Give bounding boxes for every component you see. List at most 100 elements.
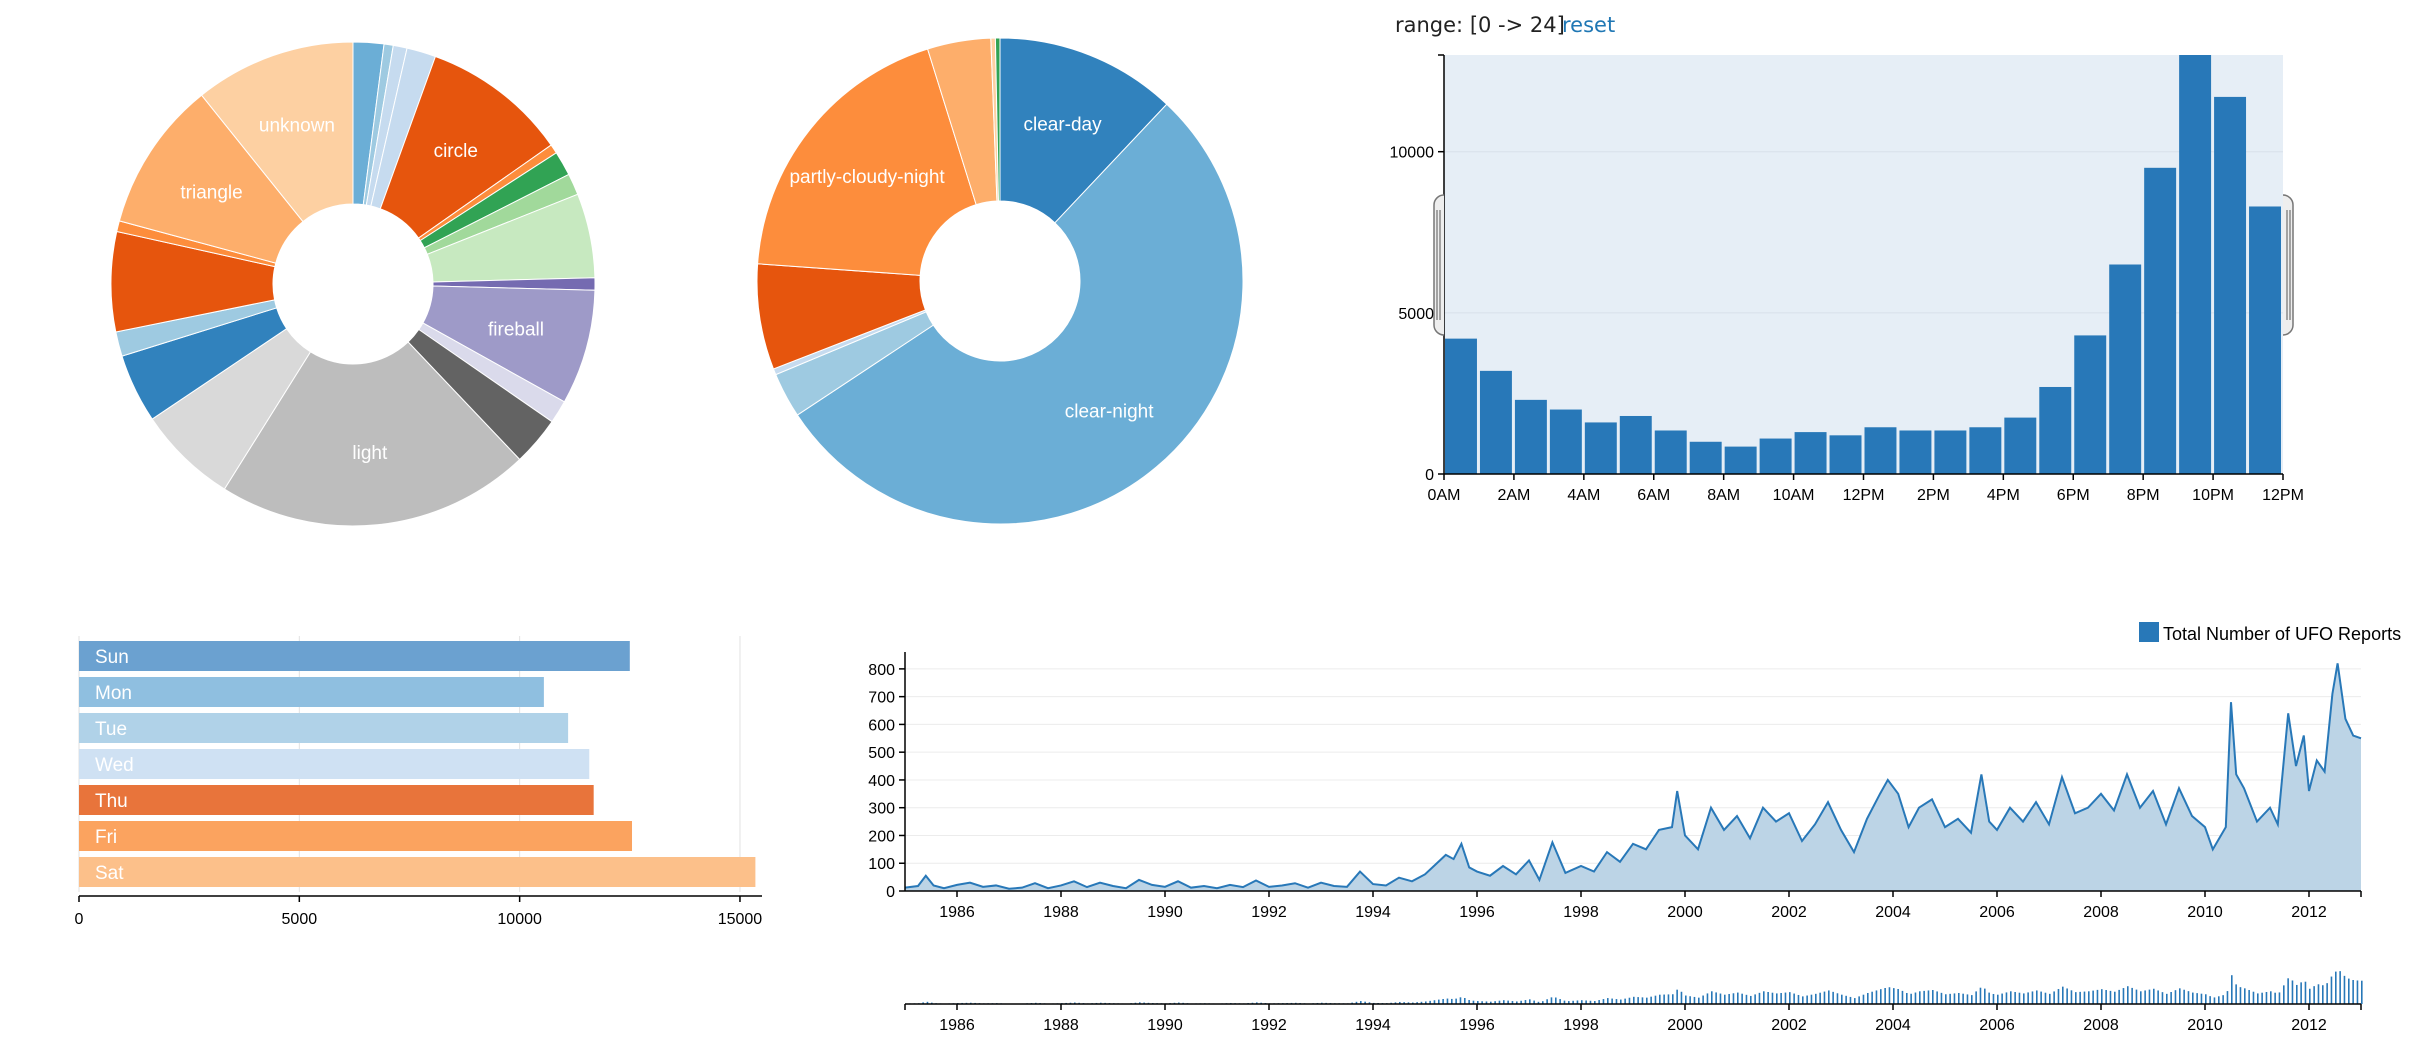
hist-bar[interactable] [1899,430,1932,474]
hist-bar[interactable] [2004,417,2037,474]
nav-bar [1958,992,1960,1004]
nav-bar [2066,988,2068,1004]
weather-pie-chart[interactable]: clear-day clear-night partly-cloudy-night [756,37,1244,525]
hist-bar[interactable] [2179,55,2212,474]
nav-bar [2031,991,2034,1004]
nav-bar [2283,985,2285,1004]
nav-bar [1715,992,1717,1004]
nav-bar [2157,990,2159,1004]
hist-bar[interactable] [1549,409,1582,474]
row-bar-sat[interactable] [79,857,756,887]
row-bar-thu[interactable] [79,785,594,815]
hist-x-tick-label: 10PM [2192,487,2234,504]
hist-bar[interactable] [1445,338,1477,474]
hist-bar[interactable] [2109,264,2142,475]
nav-bar [1433,1000,1436,1004]
nav-bar [1732,993,1735,1004]
hist-bar[interactable] [2214,96,2247,475]
pie-slice-clear-day[interactable] [999,37,1168,224]
weekday-row-chart[interactable]: Sun Mon Tue Wed Thu Fri Sat 0 5000 10000 15000 [75,636,763,928]
hist-bar[interactable] [1689,441,1722,474]
nav-bar [1936,991,1938,1004]
nav-bar [926,1001,929,1004]
timeline-x-tick-label: 2012 [2291,904,2327,921]
hist-bar[interactable] [1584,422,1617,474]
nav-bar [2235,984,2237,1004]
legend-label: Total Number of UFO Reports [2163,624,2401,644]
hist-bar[interactable] [1759,438,1792,474]
hist-bar[interactable] [2249,206,2281,474]
nav-bar [1906,992,1908,1004]
row-bar-wed[interactable] [79,749,590,779]
nav-bar [1893,988,1895,1004]
nav-bar [2274,992,2276,1004]
hist-bar[interactable] [1969,427,2002,474]
nav-bar [2300,982,2302,1004]
nav-bar [2027,992,2029,1004]
shape-pie-chart[interactable]: circle fireball light triangle unknown [110,41,596,527]
brush-handle-path[interactable] [1433,194,1445,336]
brush-handle-right[interactable] [2282,194,2294,336]
nav-bar [2213,997,2216,1004]
pie-slice-8[interactable] [994,37,1001,202]
hist-bar[interactable] [1724,446,1757,474]
nav-bar [1884,988,1886,1004]
nav-bar [1789,992,1791,1004]
timeline-y-tick-label: 100 [868,856,895,873]
timeline-y-tick-label: 800 [868,662,895,679]
nav-bar [2092,990,2094,1004]
hist-bar[interactable] [1934,430,1967,474]
row-bar-tue[interactable] [79,713,569,743]
hist-bar[interactable] [1829,435,1862,474]
histogram-brush-extent[interactable] [1444,55,2283,474]
nav-bar [1481,1001,1483,1004]
row-bar-fri[interactable] [79,821,633,851]
nav-bar [1542,1001,1544,1004]
nav-bar [1888,987,1891,1004]
pie-slice-partly-cloudy-night[interactable] [757,48,977,276]
nav-bar [1403,1002,1405,1004]
nav-bar [2144,990,2146,1004]
hist-bar[interactable] [1794,432,1827,474]
nav-x-tick-label: 1994 [1355,1017,1391,1034]
nav-bar [1776,993,1778,1004]
nav-bar [2075,992,2077,1004]
pie-slice-circle[interactable] [379,55,552,239]
hist-bar[interactable] [1619,415,1652,474]
nav-bar [2161,992,2164,1004]
nav-bar [2252,991,2255,1004]
pie-slice-triangle[interactable] [118,94,304,264]
pie-label-unknown: unknown [259,116,335,137]
nav-bar [1910,993,1912,1004]
nav-bar [1520,1000,1522,1004]
nav-bar [1533,1000,1535,1004]
timeline-navigator[interactable]: 1986 1988 1990 1992 1994 1996 1998 2000 2002 2004… [904,971,2363,1034]
hist-bar[interactable] [2074,335,2107,474]
nav-bar [2118,989,2120,1004]
hist-bar[interactable] [2144,167,2177,475]
nav-bar [2083,991,2086,1004]
nav-bar [2018,992,2021,1004]
hist-bar[interactable] [1514,399,1547,474]
row-bar-sun[interactable] [79,641,630,671]
nav-bar [1728,993,1730,1004]
row-bar-mon[interactable] [79,677,544,707]
hour-histogram[interactable]: 0 5000 10000 0AM 2AM 4AM 6AM 8AM 10AM 12PM 2PM 4PM 6… [1390,54,2304,504]
hist-bar[interactable] [2039,386,2072,474]
pie-slice-light[interactable] [223,341,521,527]
hist-bar[interactable] [1864,427,1897,474]
nav-bar [1607,998,1609,1004]
brush-handle-path[interactable] [2282,194,2294,336]
pie-slice-unknown[interactable] [200,41,354,223]
brush-handle-left[interactable] [1433,194,1445,336]
reset-link[interactable]: reset [1562,13,1615,37]
nav-bar [2036,990,2038,1004]
timeline-x-tick-label: 1990 [1147,904,1183,921]
nav-bar [1828,990,1830,1004]
nav-bar [2192,992,2194,1004]
nav-bar [1442,998,1444,1004]
hist-bar[interactable] [1479,370,1512,474]
pie-label-triangle: triangle [180,182,242,203]
pie-slice-clear-night[interactable] [796,103,1244,525]
hist-bar[interactable] [1654,430,1687,474]
